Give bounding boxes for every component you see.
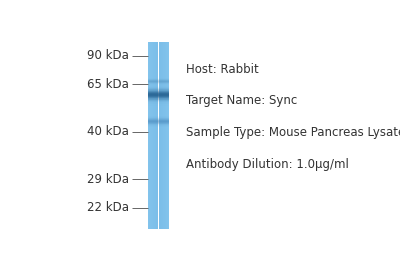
Text: 90 kDa: 90 kDa	[87, 49, 129, 62]
Bar	[148, 126, 169, 127]
Bar	[148, 89, 169, 90]
Bar	[148, 105, 169, 106]
Bar	[148, 103, 169, 104]
Bar	[148, 123, 169, 124]
Bar	[148, 118, 169, 119]
Bar	[148, 116, 169, 117]
Bar	[148, 117, 169, 118]
Bar	[148, 125, 169, 126]
Bar	[148, 120, 169, 121]
Bar	[148, 122, 169, 123]
Text: 65 kDa: 65 kDa	[87, 78, 129, 91]
Bar	[148, 99, 169, 100]
Bar	[148, 119, 169, 120]
Bar	[148, 87, 169, 88]
Bar	[148, 88, 169, 89]
Text: 40 kDa: 40 kDa	[87, 125, 129, 138]
Bar	[148, 95, 169, 96]
Bar	[148, 86, 169, 87]
Bar	[148, 104, 169, 105]
Bar	[148, 100, 169, 101]
Bar	[148, 102, 169, 103]
Bar	[148, 96, 169, 97]
Bar	[148, 98, 169, 99]
Bar	[148, 90, 169, 91]
Text: Host: Rabbit: Host: Rabbit	[186, 62, 259, 76]
Bar	[148, 97, 169, 98]
Bar	[148, 91, 169, 92]
Bar	[148, 93, 169, 94]
Bar	[148, 84, 169, 85]
Bar	[148, 94, 169, 95]
Text: Sample Type: Mouse Pancreas Lysate: Sample Type: Mouse Pancreas Lysate	[186, 126, 400, 139]
Bar	[148, 101, 169, 102]
Text: Antibody Dilution: 1.0μg/ml: Antibody Dilution: 1.0μg/ml	[186, 158, 349, 171]
Bar	[148, 124, 169, 125]
Bar	[148, 85, 169, 86]
Bar	[148, 92, 169, 93]
Bar	[148, 121, 169, 122]
Text: 22 kDa: 22 kDa	[87, 201, 129, 214]
Text: 29 kDa: 29 kDa	[87, 172, 129, 186]
Text: Target Name: Sync: Target Name: Sync	[186, 95, 298, 107]
